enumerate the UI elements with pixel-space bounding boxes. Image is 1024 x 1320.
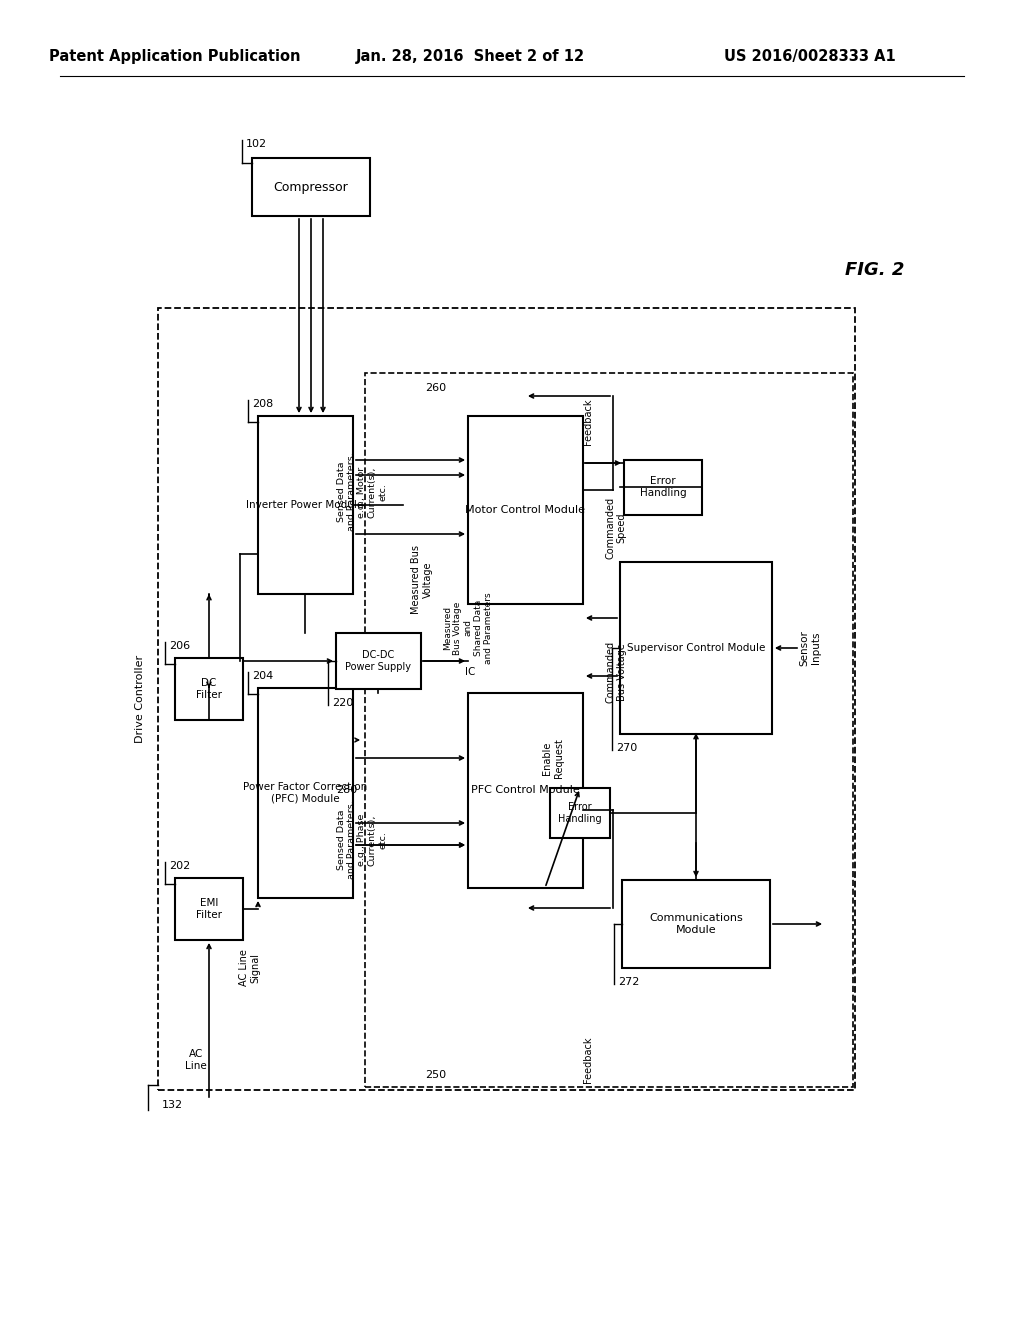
Text: Compressor: Compressor (273, 181, 348, 194)
Text: 206: 206 (169, 642, 190, 651)
Text: PFC Control Module: PFC Control Module (471, 785, 580, 795)
Text: Feedback: Feedback (583, 399, 593, 445)
Text: US 2016/0028333 A1: US 2016/0028333 A1 (724, 49, 896, 65)
Bar (336, 634, 421, 689)
Text: 220: 220 (332, 698, 353, 708)
Text: Feedback: Feedback (583, 1036, 593, 1084)
Text: DC-DC
Power Supply: DC-DC Power Supply (345, 651, 411, 672)
Bar (175, 657, 243, 719)
Text: Power Factor Correction
(PFC) Module: Power Factor Correction (PFC) Module (243, 783, 368, 804)
Bar (468, 416, 583, 605)
Text: Error
Handling: Error Handling (640, 477, 686, 498)
Text: Communications
Module: Communications Module (649, 913, 742, 935)
Text: 202: 202 (169, 861, 190, 871)
Text: Commanded
Speed: Commanded Speed (605, 496, 627, 560)
Text: 270: 270 (616, 743, 637, 752)
Text: 280: 280 (336, 785, 357, 795)
Text: DC
Filter: DC Filter (196, 678, 222, 700)
Bar (258, 688, 353, 898)
Text: Commanded
Bus Voltage: Commanded Bus Voltage (605, 642, 627, 704)
Text: AC
Line: AC Line (185, 1049, 207, 1071)
Text: Motor Control Module: Motor Control Module (465, 506, 585, 515)
Text: Drive Controller: Drive Controller (135, 655, 145, 743)
Bar (365, 374, 853, 1086)
Text: Inverter Power Module: Inverter Power Module (247, 500, 364, 510)
Text: Jan. 28, 2016  Sheet 2 of 12: Jan. 28, 2016 Sheet 2 of 12 (355, 49, 585, 65)
Bar (468, 693, 583, 888)
Text: Enable
Request: Enable Request (542, 738, 564, 777)
Text: Patent Application Publication: Patent Application Publication (49, 49, 301, 65)
Text: AC Line
Signal: AC Line Signal (240, 949, 261, 986)
Text: 260: 260 (425, 383, 446, 393)
Text: IC: IC (465, 667, 475, 677)
Text: Sensed Data
and Parameters,
e.g., Motor
Current(s),
etc.: Sensed Data and Parameters, e.g., Motor … (337, 453, 387, 532)
Text: 250: 250 (425, 1071, 446, 1080)
Text: Sensor
Inputs: Sensor Inputs (799, 630, 821, 665)
Text: Measured
Bus Voltage
and
Shared Data
and Parameters: Measured Bus Voltage and Shared Data and… (442, 593, 494, 664)
Bar (175, 878, 243, 940)
Bar (252, 158, 370, 216)
Text: 272: 272 (618, 977, 639, 987)
Text: 132: 132 (162, 1100, 183, 1110)
Text: 102: 102 (246, 139, 267, 149)
Text: EMI
Filter: EMI Filter (196, 898, 222, 920)
Bar (550, 788, 610, 838)
Text: 204: 204 (252, 671, 273, 681)
Text: FIG. 2: FIG. 2 (846, 261, 904, 279)
Text: 208: 208 (252, 399, 273, 409)
Text: Error
Handling: Error Handling (558, 803, 602, 824)
Text: Measured Bus
Voltage: Measured Bus Voltage (412, 545, 433, 615)
Bar (258, 416, 353, 594)
Text: Sensed Data
and Parameters,
e.g., Phase
Current(s),
etc.: Sensed Data and Parameters, e.g., Phase … (337, 801, 387, 879)
Bar (158, 308, 855, 1090)
Bar (620, 562, 772, 734)
Bar (624, 459, 702, 515)
Bar (622, 880, 770, 968)
Text: Supervisor Control Module: Supervisor Control Module (627, 643, 765, 653)
